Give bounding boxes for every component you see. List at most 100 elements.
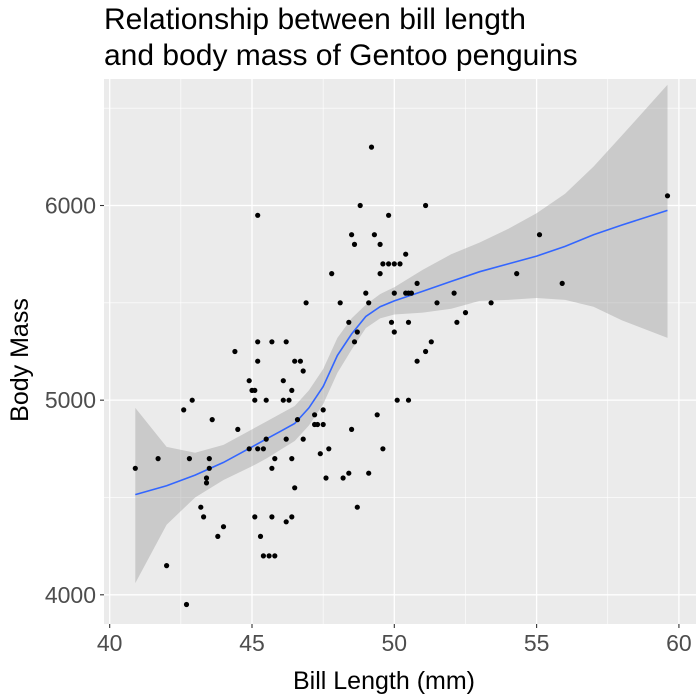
data-point <box>283 436 289 442</box>
data-point <box>346 319 352 325</box>
x-axis-title: Bill Length (mm) <box>293 667 475 695</box>
data-point <box>428 339 434 345</box>
data-point <box>434 300 440 306</box>
x-tick-label: 55 <box>524 630 550 656</box>
x-tick-label: 40 <box>97 630 123 656</box>
data-point <box>255 212 261 218</box>
data-point <box>292 358 298 364</box>
data-point <box>371 232 377 238</box>
data-point <box>260 446 266 452</box>
data-point <box>337 300 343 306</box>
minor-gridlines <box>104 79 696 624</box>
data-point <box>255 339 261 345</box>
x-tick-label: 60 <box>666 630 692 656</box>
data-point <box>488 300 494 306</box>
data-point <box>300 436 306 442</box>
data-point <box>132 465 138 471</box>
data-point <box>280 378 286 384</box>
data-point <box>183 601 190 608</box>
data-point <box>349 232 355 238</box>
data-point <box>252 387 258 393</box>
data-point <box>220 524 227 530</box>
data-point <box>269 514 275 520</box>
data-point <box>312 412 318 418</box>
data-point <box>423 202 429 209</box>
data-point <box>405 319 412 325</box>
x-tick-label: 50 <box>382 630 408 656</box>
data-point <box>269 465 275 471</box>
data-point <box>366 300 372 306</box>
data-point <box>255 446 261 452</box>
data-point <box>403 251 409 257</box>
data-point <box>263 436 269 442</box>
data-point <box>206 465 212 471</box>
data-point <box>366 470 372 476</box>
data-point <box>320 407 326 413</box>
data-point <box>206 456 212 462</box>
data-point <box>397 261 403 267</box>
data-point <box>297 358 303 364</box>
data-point <box>203 475 210 481</box>
data-point <box>186 456 192 462</box>
data-point <box>514 271 520 277</box>
plot-panel <box>104 79 696 624</box>
major-gridlines <box>104 79 696 624</box>
data-point <box>189 397 195 403</box>
data-point <box>294 417 301 423</box>
data-point <box>414 280 420 286</box>
y-tick-label: 5000 <box>45 387 96 413</box>
data-point <box>346 470 352 476</box>
data-point <box>391 329 397 335</box>
data-point <box>272 456 278 462</box>
data-point <box>181 407 187 413</box>
data-point <box>329 271 335 277</box>
data-point <box>198 504 204 510</box>
chart-title-line-1: Relationship between bill length <box>104 3 526 36</box>
data-point <box>323 475 329 481</box>
data-point <box>386 212 392 218</box>
data-point <box>462 310 469 316</box>
data-point <box>215 533 221 540</box>
data-point <box>408 290 414 296</box>
data-point <box>292 485 298 491</box>
data-point <box>232 348 238 355</box>
data-point <box>201 514 207 520</box>
data-point <box>260 553 266 559</box>
data-point <box>320 421 326 428</box>
data-point <box>451 290 457 296</box>
data-point <box>255 358 261 364</box>
data-point <box>289 514 295 520</box>
y-tick-label: 4000 <box>45 582 96 608</box>
data-point <box>405 397 412 403</box>
data-point <box>283 519 289 525</box>
data-points <box>132 144 671 608</box>
data-point <box>391 290 397 296</box>
data-point <box>252 514 258 520</box>
data-point <box>368 144 375 150</box>
data-point <box>155 456 161 462</box>
data-point <box>363 290 369 296</box>
data-point <box>203 480 210 486</box>
data-point <box>351 241 358 247</box>
y-tick-label: 6000 <box>45 193 96 219</box>
data-point <box>263 397 269 403</box>
y-axis-ticks: 4000 5000 6000 <box>45 193 104 608</box>
data-point <box>380 446 386 452</box>
x-axis-ticks: 40 45 50 55 60 <box>97 624 692 656</box>
data-point <box>380 261 386 267</box>
data-point <box>289 387 295 393</box>
data-point <box>252 397 258 403</box>
data-point <box>394 397 400 403</box>
data-point <box>340 475 346 481</box>
data-point <box>374 412 380 418</box>
data-point <box>349 426 355 432</box>
data-point <box>235 426 241 432</box>
data-point <box>317 451 323 457</box>
data-point <box>354 504 360 510</box>
data-point <box>536 232 543 238</box>
data-point <box>391 261 397 267</box>
data-point <box>246 378 252 384</box>
data-point <box>377 271 383 277</box>
data-point <box>303 300 309 306</box>
